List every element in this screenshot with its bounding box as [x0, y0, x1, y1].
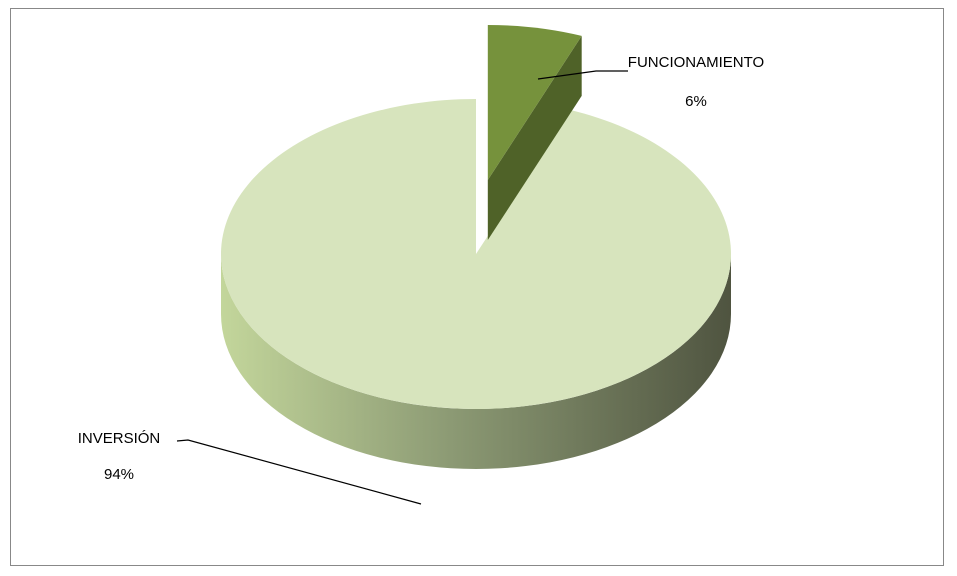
label-inversion-name: INVERSIÓN: [78, 430, 161, 447]
slice-side-funcionamiento: [487, 35, 582, 241]
label-funcionamiento-percent: 6%: [685, 93, 707, 110]
leader-line-funcionamiento: [537, 70, 628, 80]
slice-funcionamiento: [487, 25, 582, 181]
chart-frame: FUNCIONAMIENTO 6% INVERSIÓN 94%: [10, 8, 944, 566]
label-funcionamiento-name: FUNCIONAMIENTO: [628, 54, 764, 71]
slice-inversion: [221, 99, 731, 409]
leader-line-inversion: [176, 439, 422, 505]
pie-chart: FUNCIONAMIENTO 6% INVERSIÓN 94%: [78, 25, 764, 505]
label-inversion-percent: 94%: [104, 466, 134, 483]
slice-side-inversion: [221, 254, 731, 469]
